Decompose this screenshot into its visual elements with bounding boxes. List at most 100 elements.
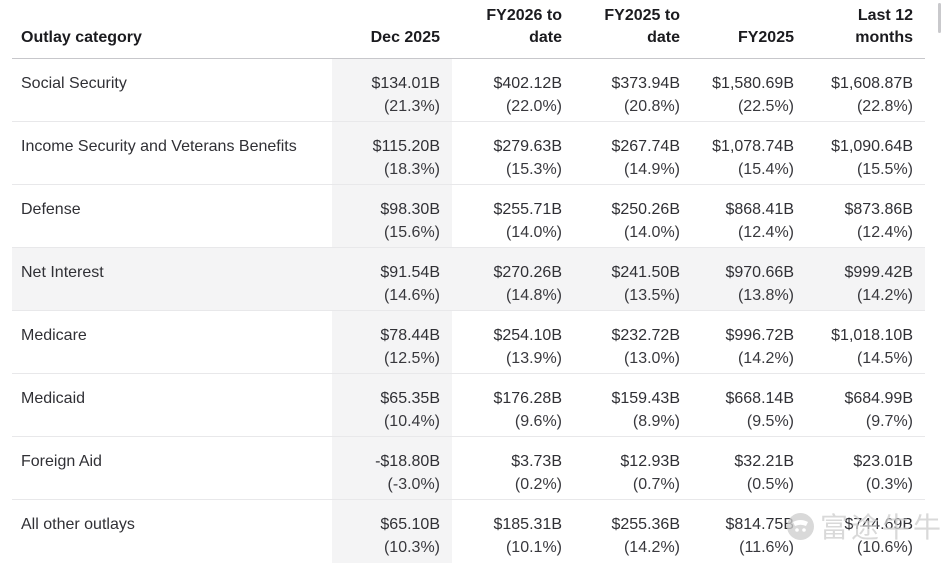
percent-of-total: (13.0%) <box>623 350 680 367</box>
value-cell: $65.35B (10.4%) <box>332 373 452 437</box>
value-cell: $91.54B (14.6%) <box>332 247 452 311</box>
value-cell: $873.86B (12.4%) <box>806 184 925 248</box>
column-header-fy2026-to-date: FY2026 to date <box>452 0 574 59</box>
amount-value: $232.72B <box>611 327 680 344</box>
federal-outlays-table: Outlay category Dec 2025 FY2026 to date … <box>12 0 925 563</box>
percent-of-total: (15.6%) <box>383 224 440 241</box>
amount-value: $12.93B <box>620 453 680 470</box>
percent-of-total: (21.3%) <box>383 98 440 115</box>
table-row[interactable]: Medicaid $65.35B (10.4%) $176.28B (9.6%) $159… <box>12 373 925 437</box>
value-cell: $868.41B (12.4%) <box>692 184 806 248</box>
percent-of-total: (12.5%) <box>383 350 440 367</box>
percent-of-total: (0.3%) <box>865 476 913 493</box>
percent-of-total: (9.7%) <box>865 413 913 430</box>
scrollbar-thumb[interactable] <box>938 3 941 33</box>
amount-value: $3.73B <box>511 453 562 470</box>
percent-of-total: (14.5%) <box>856 350 913 367</box>
value-cell: $1,608.87B (22.8%) <box>806 58 925 122</box>
table-row[interactable]: All other outlays $65.10B (10.3%) $185.31B (… <box>12 499 925 563</box>
column-header-dec-2025: Dec 2025 <box>332 0 452 59</box>
outlay-category-cell: Social Security <box>12 58 332 122</box>
percent-of-total: (12.4%) <box>737 224 794 241</box>
amount-value: $98.30B <box>380 201 440 218</box>
value-cell: $176.28B (9.6%) <box>452 373 574 437</box>
amount-value: $241.50B <box>611 264 680 281</box>
column-header-fy2025: FY2025 <box>692 0 806 59</box>
percent-of-total: (10.6%) <box>856 539 913 556</box>
column-header-last-12-months: Last 12 months <box>806 0 925 59</box>
percent-of-total: (15.4%) <box>737 161 794 178</box>
percent-of-total: (9.6%) <box>514 413 562 430</box>
table-row[interactable]: Net Interest $91.54B (14.6%) $270.26B (14.8%… <box>12 247 925 311</box>
percent-of-total: (14.2%) <box>737 350 794 367</box>
table-row[interactable]: Foreign Aid -$18.80B (-3.0%) $3.73B (0.2%) $1… <box>12 436 925 500</box>
value-cell: $98.30B (15.6%) <box>332 184 452 248</box>
amount-value: $873.86B <box>844 201 913 218</box>
percent-of-total: (14.0%) <box>505 224 562 241</box>
outlay-category-cell: Defense <box>12 184 332 248</box>
value-cell: $250.26B (14.0%) <box>574 184 692 248</box>
amount-value: $91.54B <box>380 264 440 281</box>
amount-value: $115.20B <box>372 138 440 155</box>
amount-value: $65.35B <box>380 390 440 407</box>
amount-value: $255.36B <box>611 516 680 533</box>
value-cell: $373.94B (20.8%) <box>574 58 692 122</box>
value-cell: $402.12B (22.0%) <box>452 58 574 122</box>
outlay-category-cell: Income Security and Veterans Benefits <box>12 121 332 185</box>
amount-value: $1,078.74B <box>712 138 794 155</box>
outlay-category-cell: Medicare <box>12 310 332 374</box>
value-cell: $996.72B (14.2%) <box>692 310 806 374</box>
percent-of-total: (13.5%) <box>623 287 680 304</box>
outlay-category-cell: Net Interest <box>12 247 332 311</box>
value-cell: $254.10B (13.9%) <box>452 310 574 374</box>
table-row[interactable]: Medicare $78.44B (12.5%) $254.10B (13.9%) $23… <box>12 310 925 374</box>
amount-value: $999.42B <box>844 264 913 281</box>
percent-of-total: (10.4%) <box>383 413 440 430</box>
percent-of-total: (22.0%) <box>505 98 562 115</box>
value-cell: $1,018.10B (14.5%) <box>806 310 925 374</box>
percent-of-total: (15.3%) <box>505 161 562 178</box>
percent-of-total: (12.4%) <box>856 224 913 241</box>
percent-of-total: (14.0%) <box>623 224 680 241</box>
value-cell: $970.66B (13.8%) <box>692 247 806 311</box>
value-cell: $279.63B (15.3%) <box>452 121 574 185</box>
amount-value: $373.94B <box>611 75 680 92</box>
percent-of-total: (13.8%) <box>737 287 794 304</box>
amount-value: $279.63B <box>493 138 562 155</box>
value-cell: $668.14B (9.5%) <box>692 373 806 437</box>
value-cell: $115.20B (18.3%) <box>332 121 452 185</box>
amount-value: $159.43B <box>611 390 680 407</box>
value-cell: $78.44B (12.5%) <box>332 310 452 374</box>
amount-value: $267.74B <box>611 138 680 155</box>
percent-of-total: (20.8%) <box>623 98 680 115</box>
value-cell: $241.50B (13.5%) <box>574 247 692 311</box>
amount-value: $270.26B <box>493 264 562 281</box>
percent-of-total: (14.2%) <box>623 539 680 556</box>
table-row[interactable]: Defense $98.30B (15.6%) $255.71B (14.0%) $250… <box>12 184 925 248</box>
value-cell: -$18.80B (-3.0%) <box>332 436 452 500</box>
value-cell: $32.21B (0.5%) <box>692 436 806 500</box>
amount-value: $814.75B <box>725 516 794 533</box>
amount-value: $185.31B <box>493 516 562 533</box>
value-cell: $23.01B (0.3%) <box>806 436 925 500</box>
value-cell: $12.93B (0.7%) <box>574 436 692 500</box>
amount-value: $996.72B <box>725 327 794 344</box>
value-cell: $255.36B (14.2%) <box>574 499 692 563</box>
amount-value: $868.41B <box>725 201 794 218</box>
outlay-category-cell: Foreign Aid <box>12 436 332 500</box>
amount-value: -$18.80B <box>375 453 440 470</box>
percent-of-total: (9.5%) <box>746 413 794 430</box>
percent-of-total: (0.2%) <box>514 476 562 493</box>
percent-of-total: (22.8%) <box>856 98 913 115</box>
value-cell: $159.43B (8.9%) <box>574 373 692 437</box>
amount-value: $32.21B <box>734 453 794 470</box>
table-row[interactable]: Social Security $134.01B (21.3%) $402.12B (2… <box>12 58 925 122</box>
outlay-category-cell: All other outlays <box>12 499 332 563</box>
value-cell: $3.73B (0.2%) <box>452 436 574 500</box>
percent-of-total: (15.5%) <box>856 161 913 178</box>
percent-of-total: (13.9%) <box>505 350 562 367</box>
amount-value: $254.10B <box>493 327 562 344</box>
percent-of-total: (0.5%) <box>746 476 794 493</box>
percent-of-total: (8.9%) <box>632 413 680 430</box>
table-row[interactable]: Income Security and Veterans Benefits $11… <box>12 121 925 185</box>
